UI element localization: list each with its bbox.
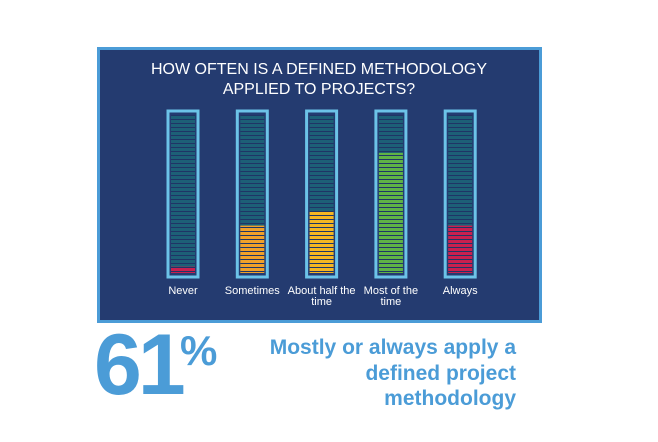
tube-frame [305,109,339,279]
tube-stripes [171,115,195,273]
category-label: Never [168,285,198,297]
category-label: Sometimes [224,285,280,297]
chart-title: HOW OFTEN IS A DEFINED METHODOLOGY APPLI… [150,61,488,98]
category-label: Always [442,285,478,297]
callout-symbol: % [180,327,218,374]
tube-stripes [309,115,334,273]
callout-number: 61 [94,317,186,413]
tube-frame [166,109,200,279]
category-label: About half the time [287,285,356,308]
tube-stripes [240,115,265,273]
tube-frame [235,109,269,279]
tube-stripes [448,115,473,273]
tube-frame [443,109,477,279]
tube-frame [374,109,408,279]
bars [166,109,477,279]
tube-stripes [378,115,403,273]
callout-text: Mostly or always apply a defined project… [269,336,516,410]
category-label: Most of the time [363,285,419,308]
